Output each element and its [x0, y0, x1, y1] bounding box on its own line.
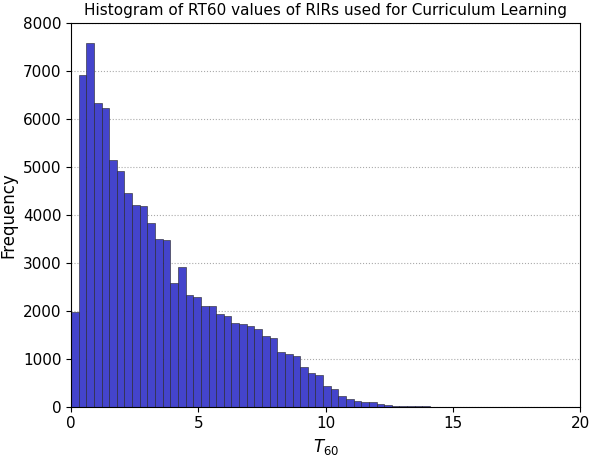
Bar	[269, 338, 277, 407]
Bar	[193, 297, 201, 407]
Bar	[277, 352, 285, 407]
Bar	[316, 376, 323, 407]
Bar	[231, 322, 239, 407]
Bar	[339, 395, 346, 407]
Bar	[94, 103, 102, 407]
Title: Histogram of RT60 values of RIRs used for Curriculum Learning: Histogram of RT60 values of RIRs used fo…	[84, 3, 567, 18]
Bar	[300, 367, 308, 407]
Bar	[292, 356, 300, 407]
Bar	[353, 401, 361, 407]
Y-axis label: Frequency: Frequency	[0, 172, 17, 258]
Bar	[392, 406, 400, 407]
Bar	[262, 336, 269, 407]
Bar	[178, 267, 186, 407]
Bar	[346, 399, 353, 407]
Bar	[201, 306, 208, 407]
Bar	[216, 314, 224, 407]
Bar	[147, 224, 155, 407]
Bar	[186, 295, 193, 407]
Bar	[361, 402, 369, 407]
Bar	[239, 324, 247, 407]
Bar	[132, 205, 140, 407]
Bar	[400, 406, 407, 407]
Bar	[124, 193, 132, 407]
Bar	[163, 240, 170, 407]
X-axis label: $T_{60}$: $T_{60}$	[313, 437, 339, 457]
Bar	[140, 206, 147, 407]
Bar	[377, 404, 384, 407]
Bar	[247, 326, 255, 407]
Bar	[369, 402, 377, 407]
Bar	[71, 312, 79, 407]
Bar	[155, 239, 163, 407]
Bar	[109, 160, 117, 407]
Bar	[384, 405, 392, 407]
Bar	[117, 171, 124, 407]
Bar	[208, 306, 216, 407]
Bar	[331, 389, 339, 407]
Bar	[285, 354, 292, 407]
Bar	[86, 43, 94, 407]
Bar	[102, 109, 110, 407]
Bar	[323, 386, 331, 407]
Bar	[255, 329, 262, 407]
Bar	[308, 373, 316, 407]
Bar	[224, 316, 231, 407]
Bar	[79, 75, 86, 407]
Bar	[170, 283, 178, 407]
